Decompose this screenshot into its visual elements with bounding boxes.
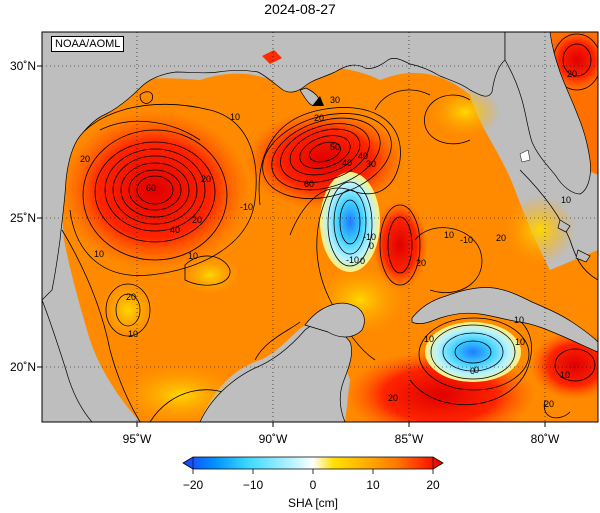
contour-label: 20 <box>496 233 506 243</box>
warm-eddy-west <box>60 110 250 270</box>
contour-label: 10 <box>444 230 454 240</box>
colorbar: −20 −10 0 10 20 SHA [cm] <box>182 456 444 510</box>
cuba <box>411 287 598 353</box>
lat-labels: 30˚N 25˚N 20˚N <box>10 59 36 374</box>
lon-label-95w: 95˚W <box>123 432 152 446</box>
contour-label: 30 <box>330 95 340 105</box>
contour-label: 40 <box>170 225 180 235</box>
lon-labels: 95˚W 90˚W 85˚W 80˚W <box>123 432 560 446</box>
graticule <box>42 32 598 422</box>
contour-label: 10 <box>560 370 570 380</box>
contour-label: 20 <box>80 154 90 164</box>
colorbar-tick: −20 <box>183 478 204 492</box>
bahamas <box>557 219 591 263</box>
credit-label: NOAA/AOML <box>51 36 125 52</box>
contour-label: 20 <box>544 399 554 409</box>
contour-label: 20 <box>388 393 398 403</box>
lat-label-25n: 25˚N <box>10 211 36 225</box>
colorbar-bar <box>182 456 444 470</box>
contour-label: 10 <box>94 249 104 259</box>
contour-label: 60 <box>304 179 314 189</box>
contour-label: -10 <box>460 235 473 245</box>
contour-label: 0 <box>474 365 479 375</box>
contour-label: 30 <box>366 159 376 169</box>
contour-label: 20 <box>314 113 324 123</box>
colorbar-tick: 0 <box>310 478 317 492</box>
map-panel: 20 60 10 20 20 40 20 40 60 30 40 50 30 -… <box>42 32 598 422</box>
lon-label-85w: 85˚W <box>395 432 424 446</box>
contour-label: 10 <box>514 315 524 325</box>
colorbar-tick: 20 <box>426 478 440 492</box>
colorbar-tick: 10 <box>366 478 380 492</box>
contour-label: 20 <box>201 174 211 184</box>
gauge-marker-icon <box>312 96 324 106</box>
contour-label-group: 20 60 10 20 20 40 20 40 60 30 40 50 30 -… <box>80 69 577 409</box>
contour-label: 40 <box>358 151 368 161</box>
contour-label: 10 <box>561 195 571 205</box>
contour-label: 0 <box>369 241 374 251</box>
cold-eddy-cayman <box>425 322 521 382</box>
contour-label: 40 <box>342 158 352 168</box>
contour-label: 20 <box>192 215 202 225</box>
lat-label-20n: 20˚N <box>10 360 36 374</box>
contour-label: 10 <box>188 251 198 261</box>
lat-label-30n: 30˚N <box>10 59 36 73</box>
contour-label: -10 <box>363 232 376 242</box>
contour-label: 60 <box>146 183 156 193</box>
contour-label: 10 <box>128 329 138 339</box>
map-frame <box>41 31 599 423</box>
contour-label: 20 <box>567 69 577 79</box>
contour-label: 10 <box>515 337 525 347</box>
contour-label: 0 <box>360 256 365 266</box>
lon-label-80w: 80˚W <box>531 432 560 446</box>
contour-label: 50 <box>330 142 340 152</box>
us-gulf-coast <box>42 32 506 301</box>
yucatan-north <box>304 302 365 338</box>
contour-label: -10 <box>240 202 253 212</box>
contour-label: -10 <box>346 255 359 265</box>
contour-label: 20 <box>126 292 136 302</box>
colorbar-title: SHA [cm] <box>288 496 338 510</box>
contour-label: 10 <box>424 334 434 344</box>
contour-label: 20 <box>416 258 426 268</box>
map-title: 2024-08-27 <box>264 1 336 17</box>
contour-label: 0 <box>470 366 475 376</box>
lon-label-90w: 90˚W <box>259 432 288 446</box>
coastlines <box>42 32 598 422</box>
contour-label: 10 <box>230 112 240 122</box>
cold-eddy-north <box>320 172 380 272</box>
florida-peninsula <box>504 32 591 195</box>
colorbar-tick: −10 <box>243 478 264 492</box>
